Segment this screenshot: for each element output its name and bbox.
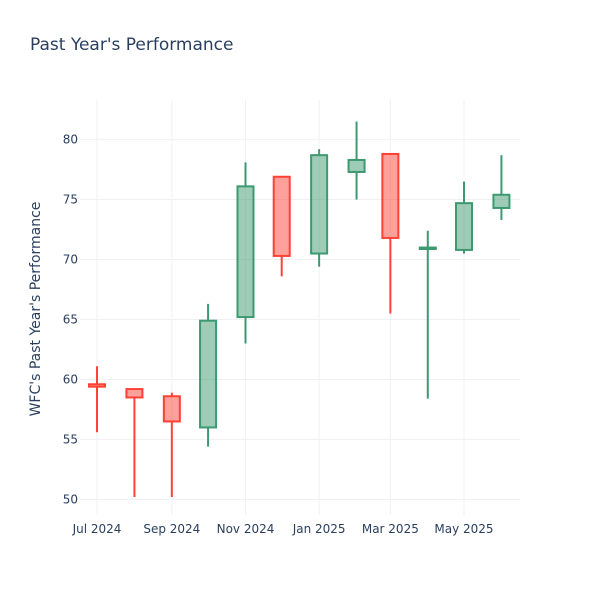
candle-decreasing <box>162 392 181 498</box>
candle-body <box>199 319 218 429</box>
candle-increasing <box>310 149 329 267</box>
x-tick-label: Sep 2024 <box>143 522 200 536</box>
x-tick-label: Nov 2024 <box>217 522 275 536</box>
candle-body <box>88 383 106 388</box>
x-tick-label: May 2025 <box>434 522 493 536</box>
candle-body <box>492 193 511 209</box>
candle-body <box>347 158 366 173</box>
candle-decreasing <box>272 175 291 277</box>
y-tick-label: 50 <box>63 492 78 506</box>
candle-decreasing <box>381 152 400 314</box>
candle-increasing <box>347 121 366 200</box>
candle-body <box>272 175 291 257</box>
candle-body <box>418 246 437 251</box>
candle-body <box>310 154 329 255</box>
candle-body <box>125 388 144 399</box>
candle-increasing <box>199 303 218 447</box>
chart-title: Past Year's Performance <box>30 35 234 55</box>
tick-layer: 50 55 60 65 70 75 80 Jul 2024 Sep 2024 Nov 2024 Ja… <box>63 133 494 536</box>
candle-body <box>381 152 400 239</box>
candle-body <box>236 185 255 319</box>
candle-layer <box>88 121 511 498</box>
y-tick-label: 70 <box>63 253 78 267</box>
x-tick-label: Mar 2025 <box>362 522 419 536</box>
y-tick-label: 55 <box>63 432 78 446</box>
candle-decreasing <box>125 388 144 498</box>
y-tick-label: 80 <box>63 133 78 147</box>
y-tick-label: 60 <box>63 372 78 386</box>
candle-decreasing <box>88 366 106 433</box>
candle-increasing <box>492 155 511 220</box>
y-tick-label: 75 <box>63 193 78 207</box>
y-axis-title: WFC's Past Year's Performance <box>28 202 44 417</box>
x-tick-label: Jul 2024 <box>72 522 122 536</box>
candle-increasing <box>236 162 255 344</box>
y-tick-label: 65 <box>63 312 78 326</box>
candle-body <box>162 395 181 423</box>
candle-increasing <box>418 230 437 399</box>
candle-body <box>455 202 473 251</box>
grid-layer <box>80 100 520 515</box>
candle-increasing <box>455 181 473 254</box>
x-tick-label: Jan 2025 <box>292 522 346 536</box>
